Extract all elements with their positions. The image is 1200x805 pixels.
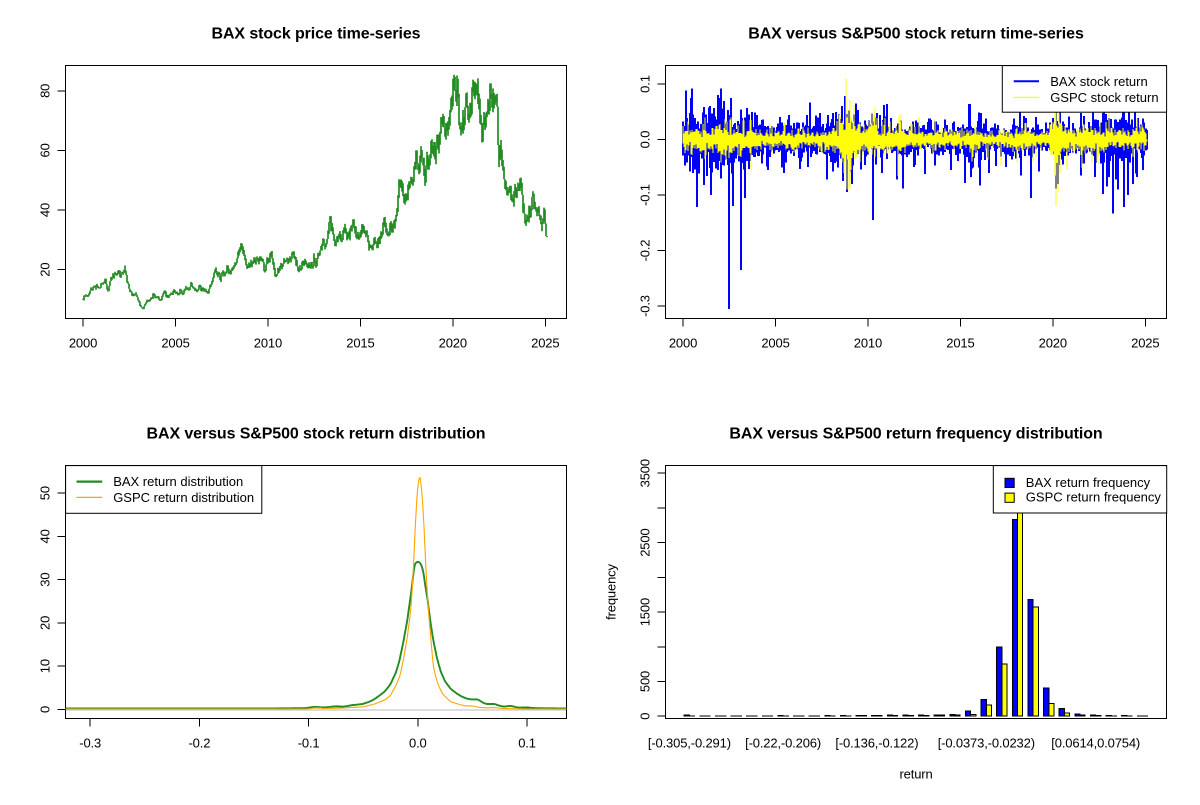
svg-text:20: 20 [38,616,53,630]
svg-text:GSPC return frequency: GSPC return frequency [1026,490,1162,505]
svg-text:-0.2: -0.2 [188,736,210,751]
svg-text:BAX versus S&P500 stock return: BAX versus S&P500 stock return time-seri… [748,26,1084,43]
svg-text:2025: 2025 [531,336,559,351]
svg-text:2020: 2020 [439,336,467,351]
svg-text:2005: 2005 [161,336,189,351]
svg-text:-0.1: -0.1 [638,184,653,206]
svg-text:2025: 2025 [1131,336,1159,351]
svg-text:BAX stock price time-series: BAX stock price time-series [212,26,421,43]
svg-text:BAX return frequency: BAX return frequency [1026,475,1151,490]
svg-text:0.1: 0.1 [518,736,536,751]
svg-text:-0.1: -0.1 [298,736,320,751]
svg-text:[-0.305,-0.291): [-0.305,-0.291) [648,735,731,750]
svg-text:1500: 1500 [638,598,653,626]
svg-text:2000: 2000 [69,336,97,351]
svg-text:0.0: 0.0 [638,131,653,149]
svg-text:500: 500 [638,671,653,692]
svg-text:[0.0614,0.0754): [0.0614,0.0754) [1051,735,1140,750]
svg-text:GSPC stock return: GSPC stock return [1050,90,1158,105]
svg-text:BAX versus S&P500 stock return: BAX versus S&P500 stock return distribut… [147,426,486,443]
svg-text:0.0: 0.0 [409,736,427,751]
svg-text:GSPC return distribution: GSPC return distribution [113,490,254,505]
svg-text:40: 40 [38,203,53,217]
svg-text:60: 60 [38,143,53,157]
svg-text:0.1: 0.1 [638,75,653,93]
svg-text:20: 20 [38,263,53,277]
svg-text:frequency: frequency [604,563,619,619]
svg-text:0: 0 [38,706,53,713]
svg-text:80: 80 [38,84,53,98]
svg-text:2000: 2000 [669,336,697,351]
svg-text:-0.3: -0.3 [79,736,101,751]
svg-text:BAX stock return: BAX stock return [1050,74,1148,89]
svg-text:3500: 3500 [638,459,653,487]
svg-text:30: 30 [38,573,53,587]
svg-text:[-0.0373,-0.0232): [-0.0373,-0.0232) [938,735,1035,750]
svg-text:return: return [899,767,932,782]
svg-text:2010: 2010 [854,336,882,351]
svg-text:2020: 2020 [1039,336,1067,351]
svg-text:BAX return distribution: BAX return distribution [113,474,243,489]
svg-text:[-0.22,-0.206): [-0.22,-0.206) [745,735,821,750]
svg-text:-0.2: -0.2 [638,240,653,262]
svg-text:BAX versus S&P500 return frequ: BAX versus S&P500 return frequency distr… [729,426,1102,443]
svg-text:40: 40 [38,529,53,543]
svg-text:0: 0 [638,713,653,720]
svg-text:2015: 2015 [946,336,974,351]
svg-text:2015: 2015 [346,336,374,351]
svg-text:2500: 2500 [638,528,653,556]
svg-text:50: 50 [38,486,53,500]
svg-text:-0.3: -0.3 [638,295,653,317]
svg-text:[-0.136,-0.122): [-0.136,-0.122) [835,735,918,750]
svg-text:10: 10 [38,659,53,673]
svg-text:2010: 2010 [254,336,282,351]
svg-text:2005: 2005 [761,336,789,351]
